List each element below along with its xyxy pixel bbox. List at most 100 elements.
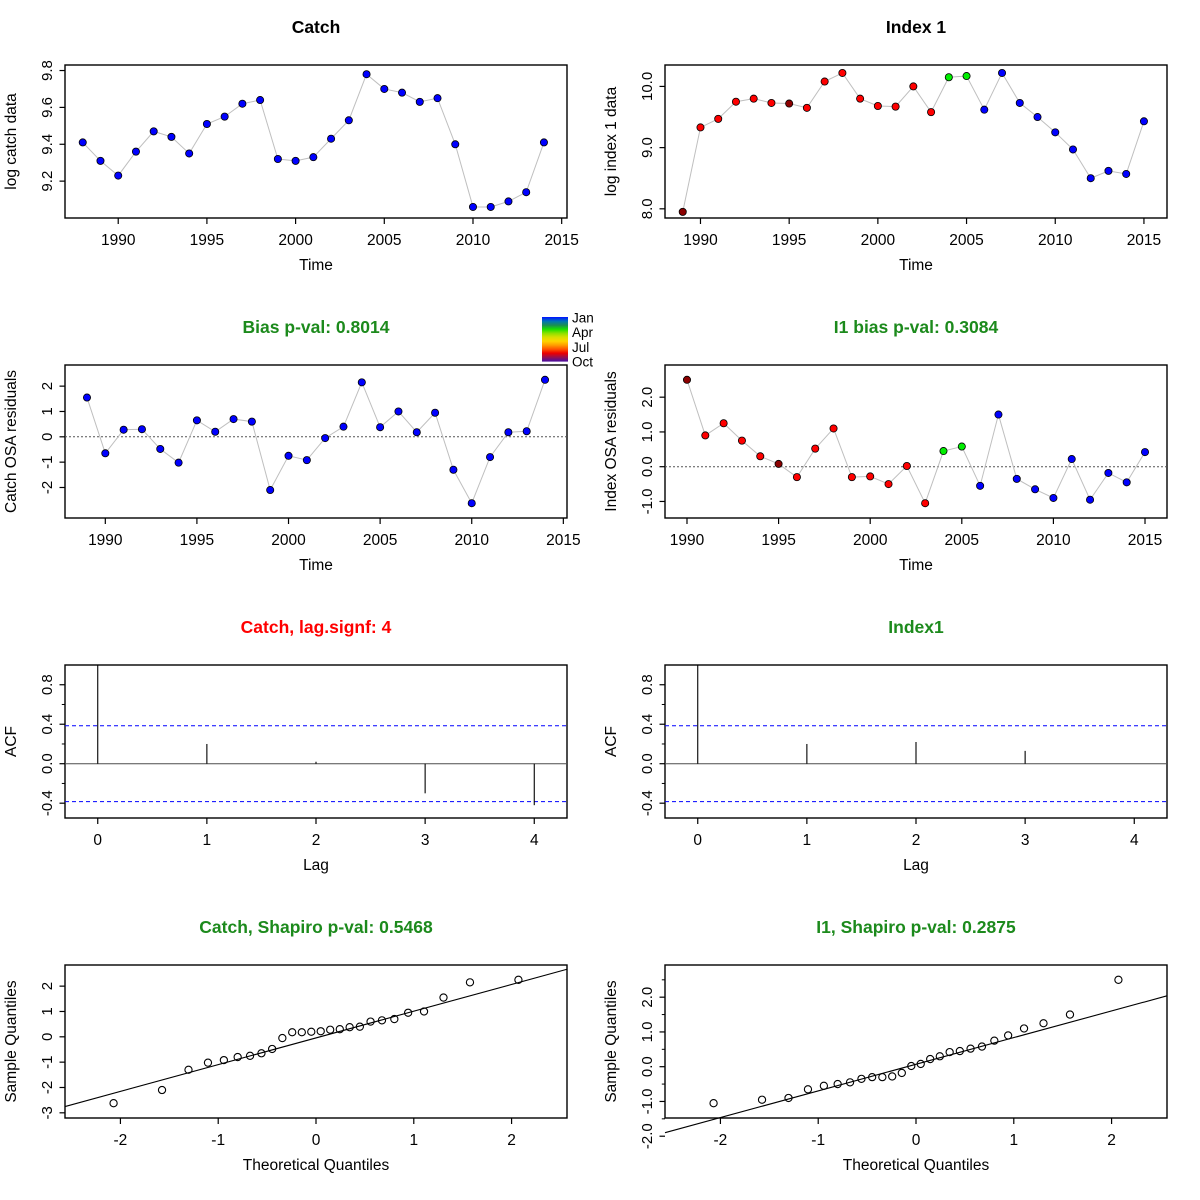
svg-text:1.0: 1.0: [639, 1022, 656, 1043]
svg-text:0.0: 0.0: [39, 753, 56, 774]
svg-text:-0.4: -0.4: [39, 790, 56, 816]
svg-text:-2: -2: [114, 1132, 128, 1149]
svg-text:1995: 1995: [180, 532, 214, 549]
svg-text:2010: 2010: [1038, 232, 1073, 249]
svg-text:log index 1 data: log index 1 data: [603, 86, 620, 196]
svg-text:2.0: 2.0: [639, 387, 656, 408]
svg-text:Catch: Catch: [292, 17, 341, 37]
svg-text:2: 2: [1107, 1132, 1116, 1149]
svg-text:2015: 2015: [1128, 532, 1162, 549]
svg-text:2: 2: [39, 982, 56, 990]
svg-text:Oct: Oct: [572, 355, 593, 370]
svg-text:0: 0: [39, 433, 56, 441]
svg-text:Time: Time: [899, 557, 933, 574]
svg-text:2000: 2000: [278, 232, 313, 249]
svg-text:-3: -3: [39, 1106, 56, 1119]
svg-text:2000: 2000: [271, 532, 306, 549]
svg-text:Jul: Jul: [572, 340, 589, 355]
svg-text:2005: 2005: [949, 232, 983, 249]
svg-text:I1 bias p-val: 0.3084: I1 bias p-val: 0.3084: [834, 317, 999, 337]
svg-text:Lag: Lag: [303, 857, 329, 874]
svg-text:8.0: 8.0: [639, 198, 656, 219]
svg-text:2015: 2015: [546, 532, 580, 549]
svg-text:0.8: 0.8: [39, 674, 56, 695]
svg-text:1995: 1995: [190, 232, 224, 249]
svg-text:4: 4: [530, 832, 539, 849]
svg-text:1: 1: [409, 1132, 418, 1149]
svg-text:1995: 1995: [761, 532, 795, 549]
svg-text:2: 2: [312, 832, 321, 849]
svg-text:9.2: 9.2: [39, 171, 56, 192]
svg-text:2000: 2000: [853, 532, 888, 549]
svg-text:Bias p-val: 0.8014: Bias p-val: 0.8014: [243, 317, 390, 337]
svg-text:0: 0: [312, 1132, 321, 1149]
svg-text:2: 2: [507, 1132, 516, 1149]
svg-text:0: 0: [93, 832, 102, 849]
svg-text:I1, Shapiro p-val: 0.2875: I1, Shapiro p-val: 0.2875: [816, 917, 1016, 937]
svg-text:1: 1: [203, 832, 212, 849]
svg-text:-2.0: -2.0: [639, 1123, 656, 1149]
svg-text:1: 1: [39, 1007, 56, 1015]
svg-text:0: 0: [912, 1132, 921, 1149]
svg-text:Index1: Index1: [888, 617, 944, 637]
svg-text:2015: 2015: [544, 232, 578, 249]
svg-text:-0.4: -0.4: [639, 790, 656, 816]
svg-text:0.4: 0.4: [639, 714, 656, 735]
svg-text:0: 0: [39, 1033, 56, 1041]
svg-text:4: 4: [1130, 832, 1139, 849]
svg-text:9.6: 9.6: [39, 97, 56, 118]
svg-text:2015: 2015: [1127, 232, 1161, 249]
svg-text:-2: -2: [714, 1132, 728, 1149]
svg-text:2010: 2010: [1036, 532, 1071, 549]
svg-text:-1: -1: [39, 455, 56, 468]
svg-text:-1: -1: [811, 1132, 825, 1149]
svg-text:-1: -1: [211, 1132, 225, 1149]
svg-text:10.0: 10.0: [639, 72, 656, 101]
svg-text:0.0: 0.0: [639, 753, 656, 774]
svg-text:2005: 2005: [363, 532, 397, 549]
svg-text:2005: 2005: [945, 532, 979, 549]
svg-text:Time: Time: [299, 557, 333, 574]
svg-text:Time: Time: [899, 257, 933, 274]
svg-text:Index 1: Index 1: [886, 17, 947, 37]
svg-text:2.0: 2.0: [639, 987, 656, 1008]
svg-text:Index OSA residuals: Index OSA residuals: [603, 371, 620, 512]
svg-text:Catch, lag.signf: 4: Catch, lag.signf: 4: [241, 617, 392, 637]
svg-text:0.0: 0.0: [639, 1056, 656, 1077]
svg-text:2010: 2010: [454, 532, 489, 549]
svg-text:1: 1: [1009, 1132, 1018, 1149]
svg-text:1: 1: [39, 407, 56, 415]
svg-text:ACF: ACF: [3, 726, 20, 757]
svg-text:ACF: ACF: [603, 726, 620, 757]
svg-text:-1: -1: [39, 1055, 56, 1068]
svg-text:1990: 1990: [670, 532, 705, 549]
svg-text:9.0: 9.0: [639, 137, 656, 158]
svg-text:-1.0: -1.0: [639, 489, 656, 515]
svg-text:-1.0: -1.0: [639, 1089, 656, 1115]
svg-text:2005: 2005: [367, 232, 401, 249]
svg-text:Catch OSA residuals: Catch OSA residuals: [3, 370, 20, 513]
svg-text:Apr: Apr: [572, 325, 594, 340]
svg-text:0.4: 0.4: [39, 714, 56, 735]
svg-text:1: 1: [803, 832, 812, 849]
svg-text:2010: 2010: [456, 232, 491, 249]
svg-text:0.0: 0.0: [639, 456, 656, 477]
svg-text:1990: 1990: [101, 232, 136, 249]
svg-text:2: 2: [39, 382, 56, 390]
svg-text:1990: 1990: [683, 232, 718, 249]
svg-text:-2: -2: [39, 1081, 56, 1094]
svg-text:3: 3: [421, 832, 430, 849]
svg-text:1995: 1995: [772, 232, 806, 249]
svg-text:1.0: 1.0: [639, 422, 656, 443]
svg-text:Lag: Lag: [903, 857, 929, 874]
svg-text:Time: Time: [299, 257, 333, 274]
svg-text:9.8: 9.8: [39, 60, 56, 81]
svg-text:Theoretical Quantiles: Theoretical Quantiles: [243, 1157, 390, 1174]
svg-text:2: 2: [912, 832, 921, 849]
svg-text:1990: 1990: [88, 532, 123, 549]
svg-text:0.8: 0.8: [639, 674, 656, 695]
svg-text:-2: -2: [39, 481, 56, 494]
svg-text:Sample Quantiles: Sample Quantiles: [3, 980, 20, 1103]
svg-text:log catch data: log catch data: [3, 93, 20, 190]
svg-text:Sample Quantiles: Sample Quantiles: [603, 980, 620, 1103]
